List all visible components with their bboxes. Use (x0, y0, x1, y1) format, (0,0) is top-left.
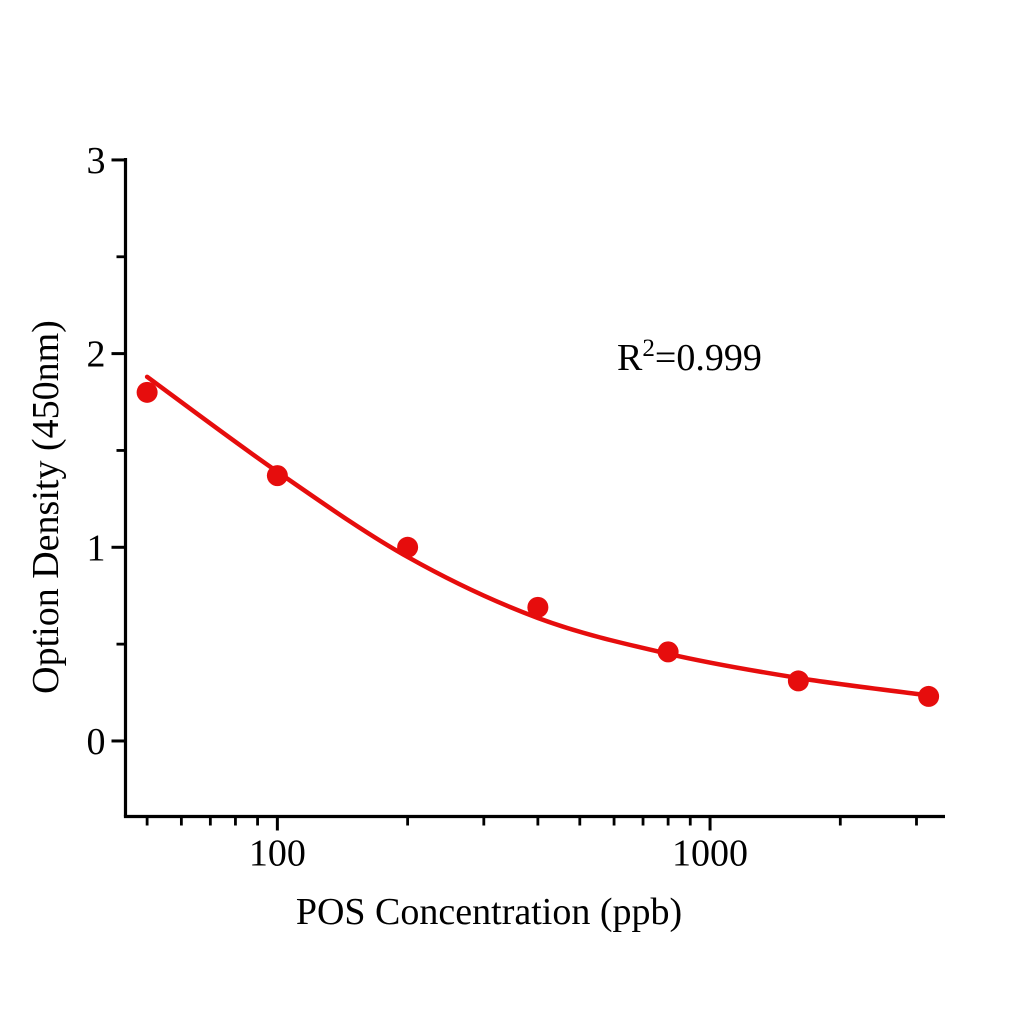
data-point (527, 596, 549, 618)
y-tick-label: 2 (87, 334, 106, 376)
r2-exponent: 2 (642, 335, 655, 363)
data-point (397, 536, 419, 558)
x-tick-label: 1000 (672, 833, 748, 875)
y-tick-label: 1 (87, 527, 106, 569)
y-tick-label: 0 (87, 721, 106, 763)
x-tick-label: 100 (249, 833, 306, 875)
y-axis-title: Option Density (450nm) (25, 320, 67, 694)
data-point (918, 685, 940, 707)
data-point (787, 670, 809, 692)
r2-base: R (617, 337, 643, 379)
r-squared-annotation: R2=0.999 (617, 336, 762, 379)
y-tick-label: 3 (87, 140, 106, 182)
data-point (266, 465, 288, 487)
r2-value: =0.999 (654, 337, 762, 379)
data-point (657, 641, 679, 663)
fit-curve (144, 374, 931, 698)
x-axis-title: POS Concentration (ppb) (295, 891, 683, 933)
data-point (136, 381, 158, 403)
